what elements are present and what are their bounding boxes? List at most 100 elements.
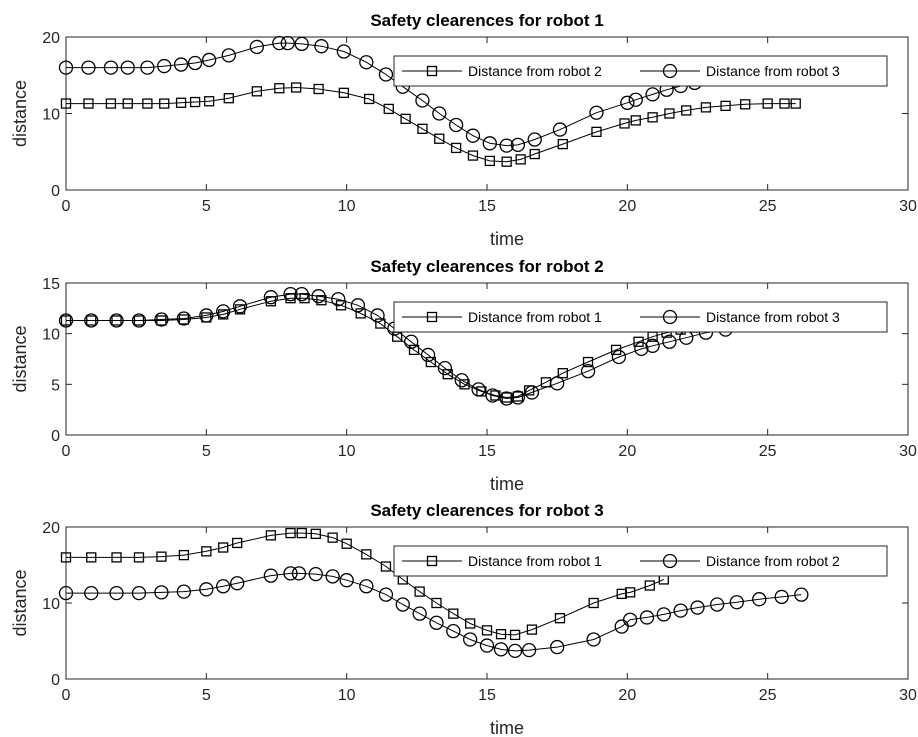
y-tick-label: 5 [51, 377, 60, 394]
data-point [662, 334, 677, 349]
y-tick-label: 10 [42, 327, 60, 344]
legend-marker [662, 309, 678, 325]
series-line [66, 572, 802, 652]
data-point [628, 92, 643, 107]
data-point [263, 290, 279, 305]
x-axis-label: time [490, 718, 524, 737]
legend-entry-label: Distance from robot 2 [706, 553, 840, 569]
data-point [647, 112, 658, 123]
data-point [249, 39, 265, 55]
data-point [122, 98, 133, 109]
x-tick-label: 20 [618, 687, 636, 704]
series-line [66, 293, 726, 400]
data-point [664, 108, 675, 119]
data-point [234, 304, 246, 315]
data-point [450, 142, 462, 154]
data-point [316, 295, 327, 306]
chart-1: Safety clearences for robot 1 0 5 10 15 20 25 3… [10, 11, 917, 249]
x-tick-label: 15 [478, 687, 496, 704]
x-axis-label: time [490, 474, 524, 494]
data-point [586, 632, 601, 647]
data-point [501, 156, 512, 167]
data-point [378, 587, 394, 602]
data-point [482, 136, 497, 151]
data-point [294, 286, 309, 302]
data-point [199, 582, 214, 597]
data-point [176, 584, 192, 599]
data-point [481, 625, 493, 636]
data-point [499, 391, 514, 406]
legend-marker [662, 553, 678, 569]
y-tick-label: 10 [42, 107, 60, 124]
data-point [527, 132, 542, 147]
legend-marker [426, 65, 438, 77]
data-point [589, 105, 604, 120]
x-tick-label: 15 [478, 443, 496, 460]
data-point [105, 98, 117, 109]
data-point [58, 585, 74, 601]
data-point [331, 292, 346, 307]
data-point [283, 566, 298, 581]
data-point [673, 603, 688, 618]
data-point [454, 373, 469, 388]
series-1 [60, 82, 801, 167]
y-tick-label: 20 [42, 520, 60, 537]
data-point [471, 382, 486, 397]
data-point [338, 87, 350, 98]
legend-entry-label: Distance from robot 3 [706, 309, 840, 325]
y-tick-label: 0 [51, 183, 60, 200]
data-point [582, 356, 594, 368]
data-point [157, 58, 172, 74]
data-point [752, 592, 767, 607]
data-point [412, 606, 427, 621]
data-point [341, 538, 352, 549]
data-point [140, 60, 155, 75]
data-point [740, 99, 751, 110]
data-point [327, 532, 338, 543]
data-point [383, 103, 394, 115]
data-point [554, 613, 566, 624]
x-tick-label: 20 [618, 198, 636, 215]
data-point [103, 60, 119, 75]
series-line [66, 297, 695, 399]
data-point [265, 530, 277, 541]
data-point [375, 318, 386, 329]
data-point [291, 566, 307, 581]
y-tick-label: 15 [42, 276, 60, 293]
x-tick-label: 10 [338, 443, 356, 460]
data-point [448, 608, 459, 619]
data-point [417, 123, 428, 134]
data-point [395, 597, 410, 612]
legend: Distance from robot 1 Distance from robot… [393, 301, 888, 333]
data-point [484, 155, 495, 167]
data-point [131, 313, 147, 328]
x-tick-label: 25 [759, 198, 777, 215]
x-tick-label: 20 [618, 443, 636, 460]
x-tick-label: 5 [202, 443, 211, 460]
data-point [86, 552, 97, 563]
series-1 [60, 527, 669, 641]
data-point [630, 115, 641, 126]
data-point [432, 106, 447, 121]
data-point [499, 138, 514, 153]
data-point [431, 597, 442, 609]
data-point [359, 55, 374, 70]
data-point [681, 105, 692, 116]
legend-marker [426, 311, 438, 323]
data-point [173, 57, 189, 72]
data-point [133, 552, 145, 563]
data-point [507, 643, 523, 659]
data-point [176, 311, 192, 326]
data-point [509, 629, 521, 641]
legend-entry-label: Distance from robot 1 [468, 553, 602, 569]
data-point [408, 344, 420, 356]
data-point [529, 148, 540, 160]
data-point [467, 150, 479, 161]
data-point [230, 576, 245, 591]
data-point [700, 102, 712, 113]
data-point [720, 100, 731, 111]
data-point [619, 118, 630, 129]
data-point [378, 67, 394, 82]
data-point [154, 585, 169, 600]
data-point [448, 117, 464, 133]
